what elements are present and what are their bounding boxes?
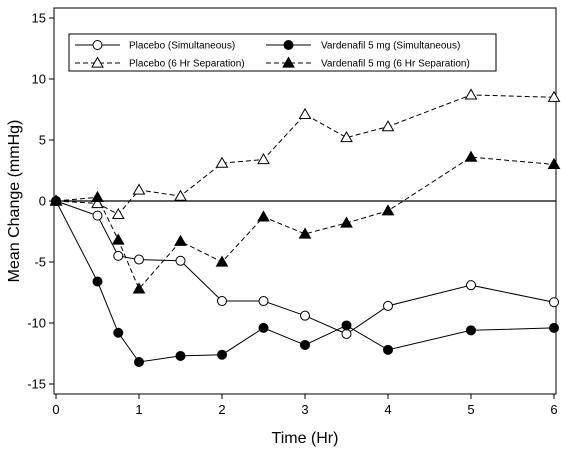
data-point: [113, 250, 124, 261]
data-point: [464, 88, 478, 100]
y-tick-label: -15: [27, 377, 46, 392]
y-tick-label: -5: [34, 255, 46, 270]
data-point: [383, 344, 393, 355]
x-tick-label: 1: [135, 402, 142, 417]
x-tick-label: 4: [384, 402, 391, 417]
data-point: [257, 210, 270, 222]
data-point: [113, 327, 124, 338]
data-point: [466, 280, 476, 291]
data-point: [549, 322, 559, 333]
data-point: [132, 282, 146, 294]
data-point: [549, 297, 559, 308]
data-point: [383, 300, 393, 311]
data-point: [300, 310, 310, 321]
data-point: [257, 153, 270, 165]
legend-item: Placebo (6 Hr Separation): [75, 56, 245, 70]
data-point: [111, 233, 125, 245]
data-point: [91, 190, 104, 202]
data-point: [134, 357, 144, 368]
data-point: [340, 216, 353, 228]
legend-marker: [283, 40, 294, 50]
x-tick-label: 2: [218, 402, 225, 417]
series-line: [55, 200, 555, 335]
data-point: [340, 131, 353, 143]
series-3: [51, 196, 559, 368]
data-point: [381, 204, 395, 216]
data-point: [215, 156, 229, 168]
legend-item: Vardenafil 5 mg (Simultaneous): [266, 40, 460, 52]
data-point: [215, 255, 229, 267]
data-point: [91, 196, 104, 209]
legend-label: Placebo (Simultaneous): [129, 41, 235, 52]
series-4: [49, 150, 561, 294]
legend-label: Vardenafil 5 mg (6 Hr Separation): [321, 59, 470, 70]
y-tick-label: 10: [32, 72, 46, 87]
data-point: [341, 328, 352, 339]
legend-marker: [91, 56, 104, 68]
x-axis-title: Time (Hr): [272, 430, 339, 447]
legend-label: Vardenafil 5 mg (Simultaneous): [321, 41, 460, 52]
legend: Placebo (Simultaneous) Placebo (6 Hr Sepa…: [68, 33, 497, 72]
y-tick-label: 15: [32, 11, 46, 26]
series-line: [55, 94, 555, 216]
data-point: [175, 350, 186, 361]
series-1: [51, 196, 559, 339]
data-point: [111, 207, 125, 220]
x-tick-label: 3: [301, 402, 308, 417]
data-point: [174, 234, 187, 246]
y-axis-title: Mean Change (mmHg): [6, 120, 23, 283]
y-tick-label: 0: [39, 194, 46, 209]
data-point: [341, 320, 352, 331]
data-point: [547, 157, 561, 170]
data-point: [92, 276, 103, 287]
legend-item: Placebo (Simultaneous): [75, 40, 235, 52]
data-point: [466, 325, 476, 336]
y-tick-label: 5: [39, 133, 46, 148]
data-point: [217, 296, 227, 307]
x-tick-label: 6: [550, 402, 557, 417]
legend-label: Placebo (6 Hr Separation): [129, 59, 245, 70]
legend-marker: [282, 56, 295, 68]
data-point: [547, 90, 561, 102]
data-point: [132, 183, 146, 195]
data-point: [217, 349, 227, 360]
data-point: [175, 255, 186, 266]
series-2: [49, 88, 561, 220]
data-point: [381, 120, 395, 132]
x-tick-label: 5: [467, 402, 474, 417]
legend-box: [68, 33, 497, 72]
data-point: [134, 254, 144, 265]
data-point: [298, 227, 312, 239]
data-point: [258, 322, 269, 333]
data-point: [464, 150, 478, 162]
data-point: [49, 194, 63, 206]
axes: 0 1 2 3 4 5 6 -15 -10 -5 0 5 10 15: [27, 7, 558, 417]
data-point: [298, 107, 312, 120]
series-line: [55, 200, 555, 363]
data-point: [174, 189, 187, 201]
x-tick-label: 0: [52, 402, 59, 417]
legend-marker: [92, 40, 103, 50]
series-line: [55, 156, 555, 290]
data-point: [258, 296, 269, 307]
data-point: [300, 339, 310, 350]
y-tick-label: -10: [27, 316, 46, 331]
series-group: [49, 88, 561, 368]
legend-item: Vardenafil 5 mg (6 Hr Separation): [266, 56, 470, 70]
data-point: [92, 210, 103, 221]
